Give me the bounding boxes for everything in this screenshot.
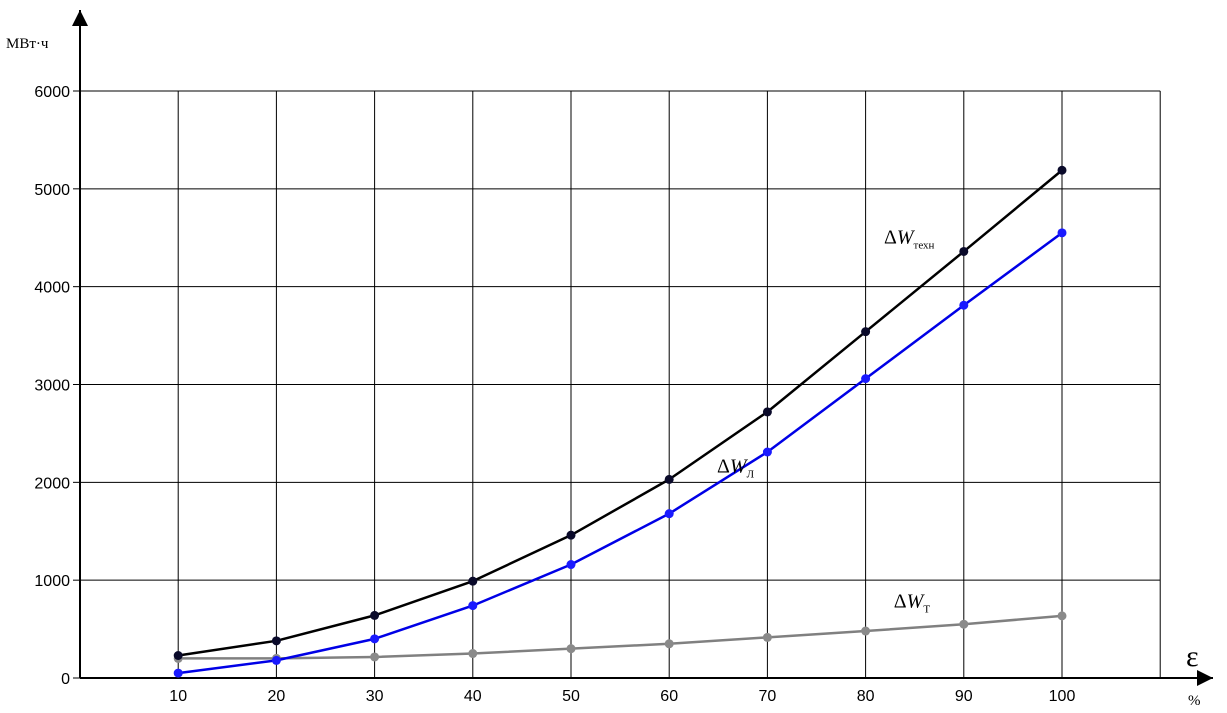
data-point-line xyxy=(861,374,870,383)
series-label-tech: ΔWтехн xyxy=(884,227,935,252)
data-point-tech xyxy=(468,577,477,586)
series-transformer: ΔWТ xyxy=(174,591,1067,663)
x-tick-label: 40 xyxy=(464,688,482,705)
data-point-line xyxy=(468,601,477,610)
series-label-subscript: техн xyxy=(914,240,935,252)
data-point-tech xyxy=(567,531,576,540)
data-point-line xyxy=(959,301,968,310)
series-group: ΔWТ ΔWЛ ΔWтехн xyxy=(174,166,1067,678)
series-line: ΔWЛ xyxy=(174,228,1067,677)
data-point-transformer xyxy=(370,652,379,661)
y-tick-label: 3000 xyxy=(34,378,70,395)
series-tech: ΔWтехн xyxy=(174,166,1067,660)
x-tick-label: 30 xyxy=(366,688,384,705)
series-label-delta: Δ xyxy=(717,456,730,478)
data-point-transformer xyxy=(567,644,576,653)
data-point-tech xyxy=(1058,166,1067,175)
grid xyxy=(73,91,1160,678)
series-label-line: ΔWЛ xyxy=(717,456,755,481)
series-label-transformer: ΔWТ xyxy=(894,591,931,616)
data-point-line xyxy=(272,656,281,665)
y-tick-label: 1000 xyxy=(34,573,70,590)
data-point-transformer xyxy=(763,633,772,642)
y-unit-label: МВт·ч xyxy=(6,36,49,52)
x-tick-label: 90 xyxy=(955,688,973,705)
data-point-tech xyxy=(174,651,183,660)
x-tick-label: 20 xyxy=(268,688,286,705)
data-point-transformer xyxy=(1058,611,1067,620)
data-point-tech xyxy=(272,636,281,645)
data-point-line xyxy=(567,560,576,569)
data-point-line xyxy=(763,448,772,457)
y-tick-label: 0 xyxy=(61,671,70,688)
x-tick-label: 10 xyxy=(169,688,187,705)
data-point-tech xyxy=(665,475,674,484)
data-point-tech xyxy=(861,327,870,336)
x-tick-label: 60 xyxy=(660,688,678,705)
y-tick-label: 6000 xyxy=(34,84,70,101)
x-tick-label: 80 xyxy=(857,688,875,705)
data-point-tech xyxy=(763,407,772,416)
x-axis-symbol: ε xyxy=(1186,640,1199,673)
y-tick-label: 5000 xyxy=(34,182,70,199)
data-point-line xyxy=(370,634,379,643)
data-point-transformer xyxy=(959,620,968,629)
x-tick-label: 70 xyxy=(759,688,777,705)
axes xyxy=(80,10,1213,678)
data-point-transformer xyxy=(665,639,674,648)
data-point-tech xyxy=(959,247,968,256)
data-point-transformer xyxy=(861,627,870,636)
data-point-tech xyxy=(370,611,379,620)
y-tick-label: 4000 xyxy=(34,280,70,297)
y-tick-label: 2000 xyxy=(34,475,70,492)
series-label-delta: Δ xyxy=(894,591,907,613)
data-point-line xyxy=(174,669,183,678)
x-tick-label: 100 xyxy=(1049,688,1076,705)
data-point-line xyxy=(1058,228,1067,237)
series-label-subscript: Л xyxy=(747,469,755,481)
series-label-delta: Δ xyxy=(884,227,897,249)
data-point-transformer xyxy=(468,649,477,658)
x-tick-label: 50 xyxy=(562,688,580,705)
data-point-line xyxy=(665,509,674,518)
x-unit-label: % xyxy=(1188,693,1201,709)
series-label-subscript: Т xyxy=(923,604,930,616)
